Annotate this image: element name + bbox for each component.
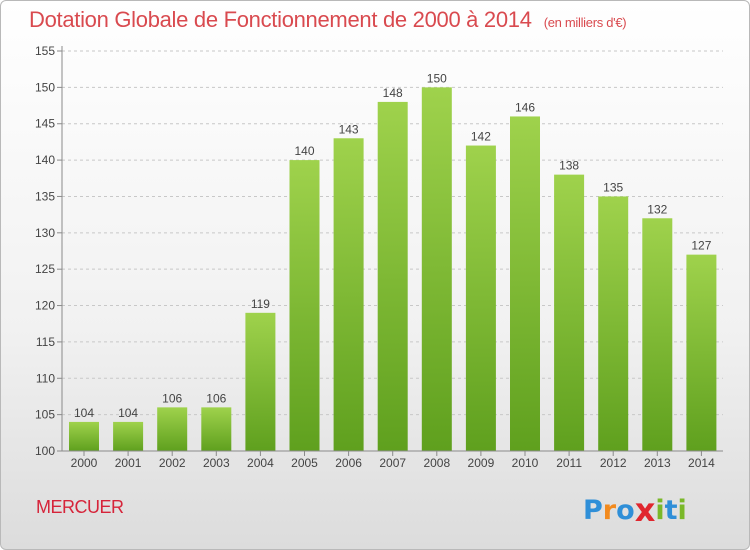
bar: [201, 407, 232, 451]
y-tick-label: 135: [35, 189, 55, 203]
y-tick-label: 140: [35, 153, 55, 167]
logo-letter: o: [616, 495, 635, 526]
y-tick-label: 130: [35, 226, 55, 240]
bar: [113, 421, 144, 451]
bar-value-label: 150: [427, 71, 447, 85]
bar: [69, 421, 99, 451]
bar: [377, 101, 408, 451]
x-tick-label: 2003: [203, 456, 230, 470]
bar-value-label: 104: [118, 406, 138, 420]
commune-name: MERCUER: [36, 497, 124, 517]
x-tick-label: 2009: [468, 456, 495, 470]
bar-value-label: 106: [206, 391, 226, 405]
bar-value-label: 119: [251, 297, 270, 311]
bar-value-label: 104: [74, 406, 94, 420]
bar: [333, 138, 364, 452]
bar-value-label: 138: [559, 159, 579, 173]
bar: [157, 407, 188, 451]
x-tick-label: 2005: [291, 456, 318, 470]
bar-value-label: 135: [603, 180, 623, 194]
logo-letter: t: [664, 495, 678, 526]
x-tick-label: 2011: [556, 456, 582, 470]
y-tick-label: 145: [35, 117, 55, 131]
bar-value-label: 148: [383, 86, 403, 100]
y-tick-label: 110: [36, 371, 55, 385]
x-tick-label: 2002: [159, 456, 186, 470]
proxiti-logo: Proxiti: [583, 489, 687, 529]
logo-letter: i: [655, 495, 665, 526]
bar: [465, 145, 496, 451]
bar: [642, 218, 673, 451]
bar-value-label: 127: [691, 239, 711, 253]
x-tick-label: 2010: [512, 456, 539, 470]
y-tick-label: 120: [35, 299, 55, 313]
bar-value-label: 132: [647, 202, 667, 216]
bar-value-label: 146: [515, 100, 535, 114]
bar-value-label: 142: [471, 130, 491, 144]
x-tick-label: 2014: [688, 456, 715, 470]
logo-letter: r: [602, 495, 617, 526]
logo-letter: x: [634, 491, 656, 529]
chart-title: Dotation Globale de Fonctionnement de 20…: [29, 7, 627, 33]
x-tick-label: 2012: [600, 456, 627, 470]
y-tick-label: 115: [36, 335, 55, 349]
y-tick-label: 150: [35, 80, 55, 94]
bar: [421, 87, 452, 451]
bar: [686, 254, 717, 451]
x-tick-label: 2007: [379, 456, 406, 470]
y-tick-label: 155: [35, 44, 55, 58]
y-tick-label: 100: [35, 444, 55, 458]
x-tick-label: 2008: [423, 456, 450, 470]
x-tick-label: 2013: [644, 456, 671, 470]
bar-value-label: 106: [162, 391, 182, 405]
chart-title-text: Dotation Globale de Fonctionnement de 20…: [29, 7, 532, 32]
bar-value-label: 143: [339, 122, 359, 136]
chart-unit-label: (en milliers d'€): [543, 15, 627, 30]
y-tick-label: 105: [35, 408, 55, 422]
logo-letter: i: [677, 495, 687, 526]
bar: [289, 160, 320, 451]
bar: [598, 196, 629, 451]
x-tick-label: 2001: [115, 456, 142, 470]
logo-letter: P: [583, 495, 603, 526]
bar-value-label: 140: [294, 144, 314, 158]
x-tick-label: 2000: [71, 456, 98, 470]
x-tick-label: 2004: [247, 456, 274, 470]
bar: [554, 174, 585, 452]
bar: [245, 312, 276, 451]
y-tick-label: 125: [35, 262, 55, 276]
x-tick-label: 2006: [335, 456, 362, 470]
bar: [510, 116, 540, 452]
